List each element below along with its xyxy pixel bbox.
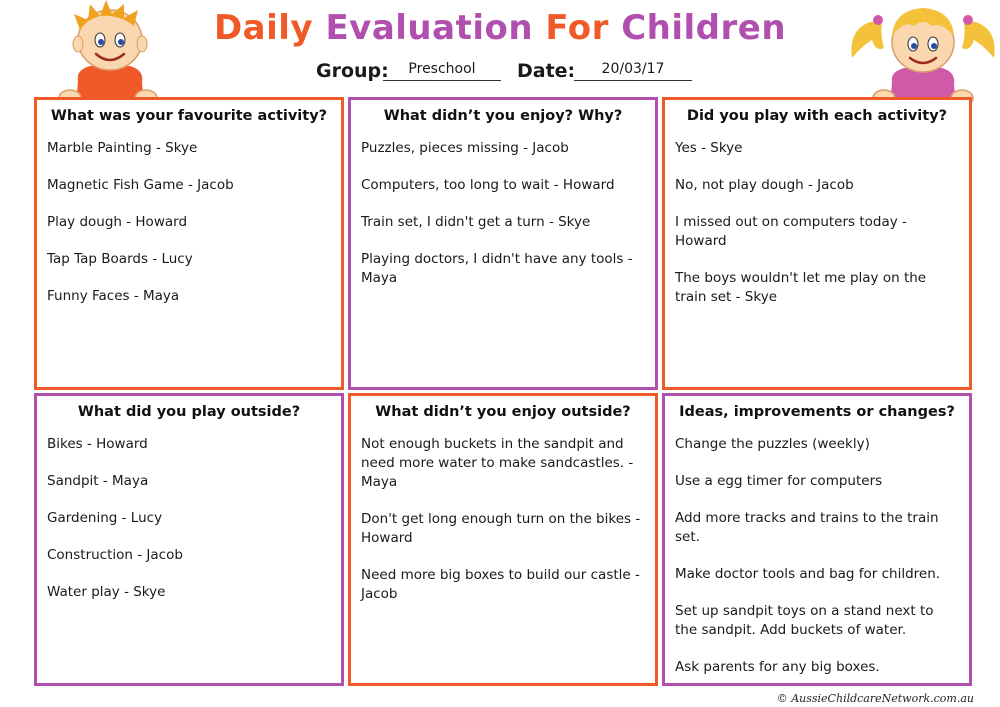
box-didnt-enjoy: What didn’t you enjoy? Why? Puzzles, pie…: [348, 97, 658, 390]
date-label: Date:: [517, 60, 576, 82]
box-didnt-enjoy-outside: What didn’t you enjoy outside? Not enoug…: [348, 393, 658, 686]
list-item: Change the puzzles (weekly): [675, 436, 870, 452]
group-label: Group:: [316, 60, 389, 82]
page-title: Daily Evaluation For Children: [0, 8, 1000, 48]
copyright-notice: © AussieChildcareNetwork.com.au: [776, 692, 974, 705]
list-item: Magnetic Fish Game - Jacob: [47, 177, 234, 193]
box-list: Marble Painting - Skye Magnetic Fish Gam…: [47, 139, 327, 324]
box-list: Change the puzzles (weekly) Use a egg ti…: [675, 435, 955, 695]
list-item: Use a egg timer for computers: [675, 473, 883, 489]
box-list: Puzzles, pieces missing - Jacob Computer…: [361, 139, 641, 306]
list-item: Add more tracks and trains to the train …: [675, 510, 939, 545]
list-item: Funny Faces - Maya: [47, 288, 180, 304]
list-item: I missed out on computers today - Howard: [675, 214, 907, 249]
title-part: Children: [621, 8, 787, 48]
list-item: Not enough buckets in the sandpit and ne…: [361, 436, 634, 490]
box-heading: What did you play outside?: [77, 404, 301, 420]
title-part: Evaluation: [325, 8, 546, 48]
list-item: Bikes - Howard: [47, 436, 148, 452]
list-item: The boys wouldn't let me play on the tra…: [675, 270, 927, 305]
list-item: Play dough - Howard: [47, 214, 188, 230]
box-each-activity: Did you play with each activity? Yes - S…: [662, 97, 972, 390]
list-item: Train set, I didn't get a turn - Skye: [361, 214, 591, 230]
date-value: 20/03/17: [574, 62, 692, 81]
list-item: Computers, too long to wait - Howard: [361, 177, 615, 193]
list-item: Playing doctors, I didn't have any tools…: [361, 251, 633, 286]
box-ideas-improvements: Ideas, improvements or changes? Change t…: [662, 393, 972, 686]
box-heading: What didn’t you enjoy? Why?: [383, 108, 623, 124]
list-item: Puzzles, pieces missing - Jacob: [361, 140, 569, 156]
list-item: Construction - Jacob: [47, 547, 183, 563]
box-list: Bikes - Howard Sandpit - Maya Gardening …: [47, 435, 327, 620]
list-item: Tap Tap Boards - Lucy: [47, 251, 193, 267]
group-value: Preschool: [383, 62, 501, 81]
list-item: No, not play dough - Jacob: [675, 177, 854, 193]
list-item: Marble Painting - Skye: [47, 140, 198, 156]
list-item: Yes - Skye: [675, 140, 743, 156]
list-item: Ask parents for any big boxes.: [675, 659, 880, 675]
girl-character-icon: [851, 8, 995, 108]
box-list: Yes - Skye No, not play dough - Jacob I …: [675, 139, 955, 325]
box-heading: What didn’t you enjoy outside?: [375, 404, 631, 420]
list-item: Don't get long enough turn on the bikes …: [361, 511, 641, 546]
list-item: Set up sandpit toys on a stand next to t…: [675, 603, 934, 638]
title-part: For: [545, 8, 622, 48]
box-list: Not enough buckets in the sandpit and ne…: [361, 435, 641, 622]
list-item: Need more big boxes to build our castle …: [361, 567, 640, 602]
box-heading: Ideas, improvements or changes?: [679, 404, 955, 420]
list-item: Make doctor tools and bag for children.: [675, 566, 941, 582]
list-item: Gardening - Lucy: [47, 510, 163, 526]
title-part: Daily: [213, 8, 326, 48]
list-item: Water play - Skye: [47, 584, 166, 600]
box-heading: Did you play with each activity?: [686, 108, 948, 124]
header-fields: Group: Preschool Date: 20/03/17: [0, 60, 1000, 90]
box-heading: What was your favourite activity?: [50, 108, 328, 124]
box-favourite-activity: What was your favourite activity? Marble…: [34, 97, 344, 390]
box-play-outside: What did you play outside? Bikes - Howar…: [34, 393, 344, 686]
list-item: Sandpit - Maya: [47, 473, 149, 489]
